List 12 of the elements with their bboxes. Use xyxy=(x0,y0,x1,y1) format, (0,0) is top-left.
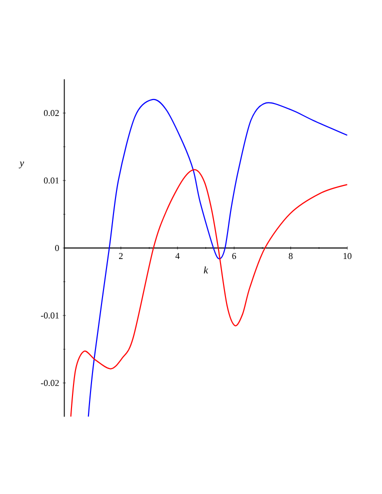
x-tick-label: 10 xyxy=(344,253,352,260)
x-axis-title: k xyxy=(204,266,208,274)
y-tick-label: 0 xyxy=(55,244,59,252)
y-tick-label: -0.02 xyxy=(40,380,59,386)
y-tick-label: 0.01 xyxy=(44,177,59,184)
x-tick-label: 2 xyxy=(119,253,123,259)
y-tick-label: 0.02 xyxy=(44,110,59,116)
y-axis-title: y xyxy=(18,162,24,168)
x-tick-label: 6 xyxy=(232,253,236,260)
x-tick-label: 4 xyxy=(175,253,180,259)
y-tick-label: -0.01 xyxy=(40,312,59,319)
x-tick-label: 8 xyxy=(288,253,293,260)
